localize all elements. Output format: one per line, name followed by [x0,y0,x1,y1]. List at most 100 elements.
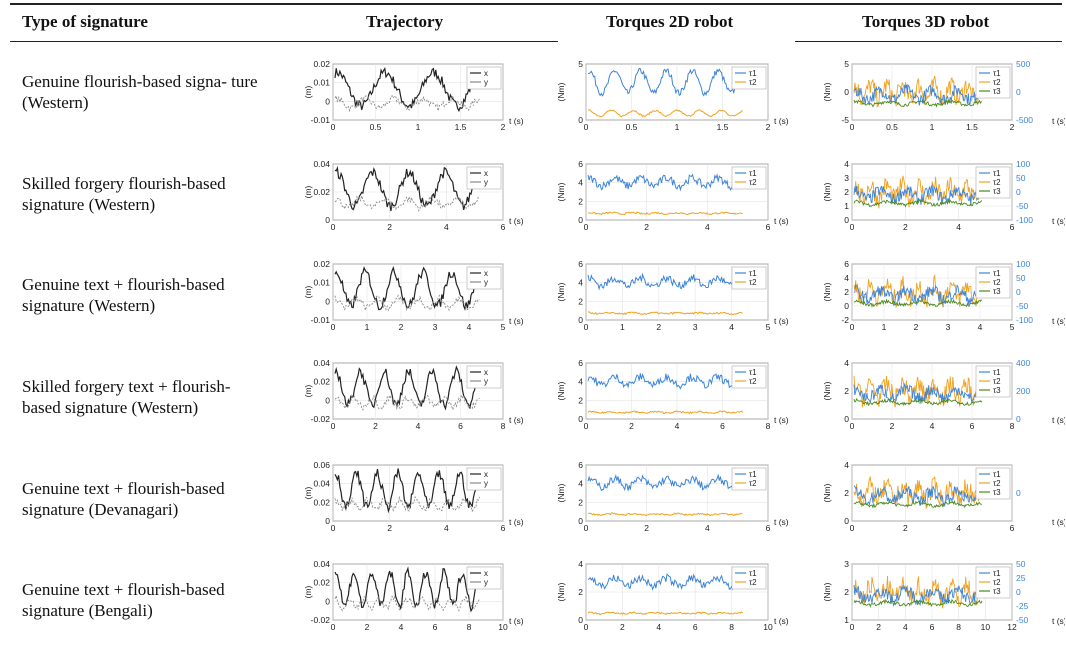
x-tick-label: 2 [387,523,392,533]
legend-label: τ3 [993,488,1001,497]
y-axis-label: (Nm) [556,381,566,400]
x-tick-label: 2 [365,622,370,632]
legend-label: τ3 [993,287,1001,296]
x-tick-label: 2 [903,523,908,533]
y-tick-label: 0 [325,596,330,606]
x-tick-label: 0.5 [370,122,382,132]
y-tick-label: 0.01 [313,278,330,288]
x-tick-label: 8 [956,622,961,632]
series-tau1-line [587,573,744,591]
y-tick-label: 0.01 [313,78,330,88]
y-tick-label: 5 [578,59,583,69]
traj-plot-row-3: 0 1 2 3 4 50.020.010-0.01(m)t (s)xy [303,259,524,332]
x-tick-label: 0 [331,622,336,632]
x-tick-label: 0 [584,122,589,132]
y-tick-label: 0.04 [313,358,330,368]
series-y-line [334,594,480,612]
y2-tick-label: 500 [1016,59,1030,69]
x-tick-label: 6 [766,523,771,533]
x-axis-unit: t (s) [1052,316,1065,326]
y-axis-label: (Nm) [822,182,832,201]
legend-label: τ3 [993,87,1001,96]
y-axis-label: (m) [303,85,313,98]
x-tick-label: 0 [850,421,855,431]
legend-label: τ1 [993,169,1001,178]
x-tick-label: 10 [498,622,508,632]
y2-tick-label: 0 [1016,187,1021,197]
legend-label: x [484,470,488,479]
series-tau2-line [853,375,983,408]
x-tick-label: 6 [433,622,438,632]
y-tick-label: 0 [578,615,583,625]
series-tau2-line [587,410,744,415]
x-tick-label: 1.5 [717,122,729,132]
x-tick-label: 0.5 [626,122,638,132]
legend-label: y [484,377,488,386]
legend-label: x [484,569,488,578]
x-tick-label: 12 [1007,622,1017,632]
header-rule-right [795,41,1062,42]
y-tick-label: 4 [844,273,849,283]
x-tick-label: 0 [850,322,855,332]
legend-label: y [484,278,488,287]
x-tick-label: 6 [501,222,506,232]
x-tick-label: 3 [693,322,698,332]
y-tick-label: 0 [578,516,583,526]
y2-tick-label: -100 [1016,215,1033,225]
y-tick-label: 0 [578,115,583,125]
y-tick-label: 4 [578,559,583,569]
legend-label: τ1 [749,69,757,78]
y2-tick-label: -50 [1016,301,1029,311]
x-axis-unit: t (s) [509,517,524,527]
x-tick-label: 3 [433,322,438,332]
x-axis-unit: t (s) [509,116,524,126]
legend-label: τ2 [993,78,1001,87]
x-axis-unit: t (s) [509,616,524,626]
y-tick-label: 0.02 [313,259,330,269]
header-torques-2d: Torques 2D robot [606,12,734,31]
y-tick-label: 2 [844,386,849,396]
x-tick-label: 2 [914,322,919,332]
series-tau3-line [853,397,983,407]
y-tick-label: 4 [578,278,583,288]
series-y-line [334,393,480,412]
y-tick-label: 6 [578,460,583,470]
x-tick-label: 6 [693,622,698,632]
traj-plot-row-5: 0 2 4 6 0.06 0.04 0.02 0 (m) t (s) xy [303,460,524,533]
x-tick-label: 5 [1010,322,1015,332]
x-tick-label: 2 [876,622,881,632]
x-tick-label: 0 [850,222,855,232]
y2-tick-label: 50 [1016,273,1026,283]
legend-label: y [484,78,488,87]
y-tick-label: 0 [844,414,849,424]
series-tau1-line [587,272,744,291]
traj-plot-row-6: 0 2 4 6 8 100.040.020-0.02(m)t (s)xy [303,559,524,632]
y-axis-label: (m) [303,285,313,298]
y-axis-label: (Nm) [556,182,566,201]
series-tau2-line [853,75,983,108]
y-tick-label: 0.04 [313,159,330,169]
row-label-1: Genuine flourish-based signa- ture (West… [22,72,258,112]
header-type: Type of signature [22,12,148,31]
x-tick-label: 1 [675,122,680,132]
y-tick-label: 0 [844,301,849,311]
x-tick-label: 4 [930,421,935,431]
legend-label: τ2 [993,278,1001,287]
y-tick-label: 6 [578,159,583,169]
series-tau3-line [853,198,983,208]
x-tick-label: 2 [399,322,404,332]
series-tau1-line [587,372,744,390]
x-tick-label: 0 [584,622,589,632]
y-tick-label: 1 [844,201,849,211]
y-tick-label: 0 [844,516,849,526]
x-tick-label: 5 [501,322,506,332]
series-tau3-line [853,499,983,509]
row-label-4: Skilled forgery text + flourish- based s… [22,377,231,417]
y2-tick-label: 25 [1016,573,1026,583]
x-tick-label: 5 [766,322,771,332]
y-tick-label: 2 [844,287,849,297]
y-tick-label: 0 [325,296,330,306]
